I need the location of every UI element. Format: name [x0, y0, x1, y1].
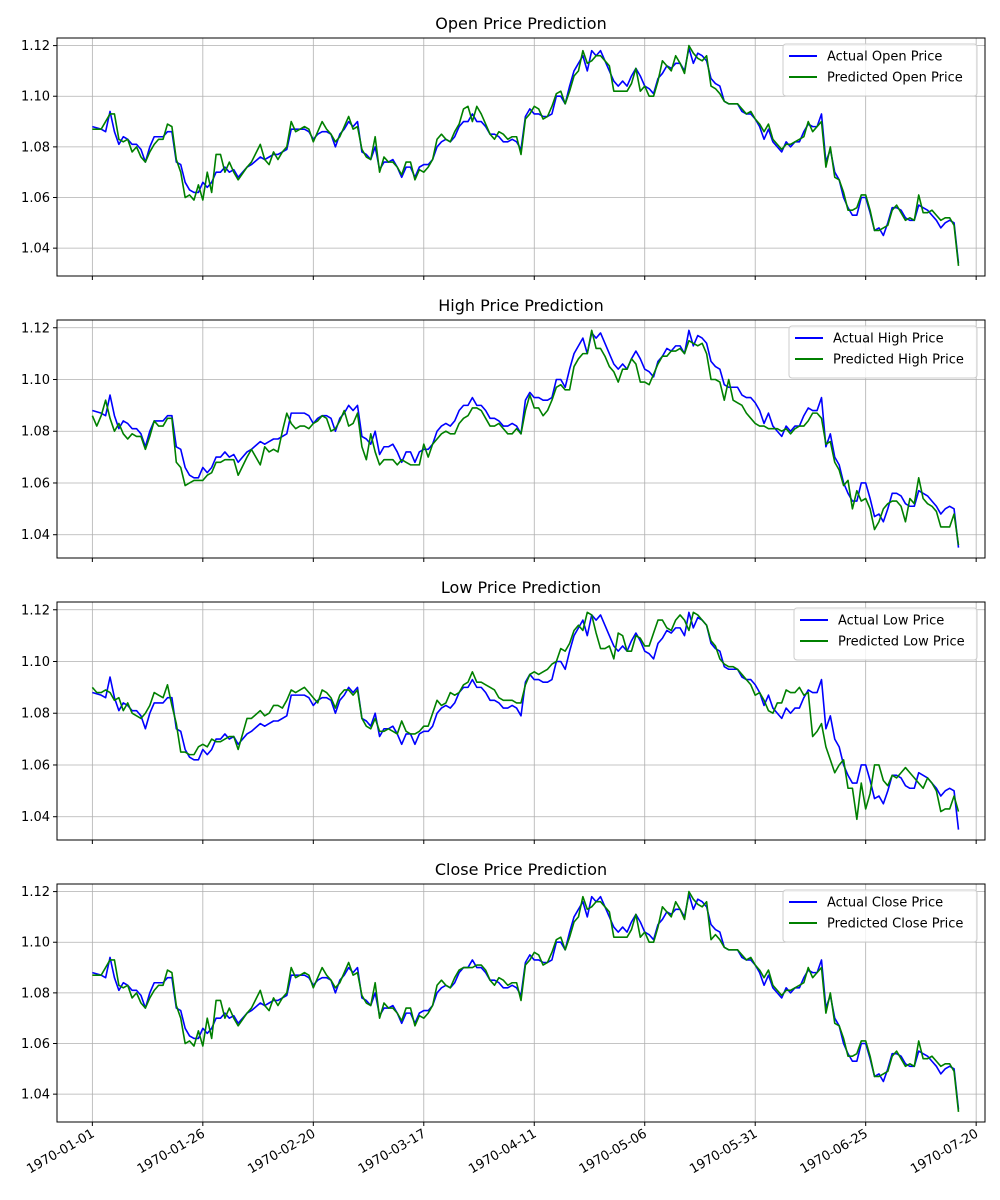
axes-frame [56, 601, 986, 841]
x-tick-label: 1970-03-17 [356, 1126, 429, 1177]
y-tick-label: 1.08 [21, 986, 50, 1001]
legend: Actual High Price Predicted High Price [788, 325, 978, 379]
y-tick-label: 1.04 [21, 242, 50, 257]
legend-actual-label: Actual Close Price [827, 896, 943, 911]
subplot-title: High Price Prediction [438, 296, 603, 315]
legend-frame [788, 325, 978, 379]
y-tick-label: 1.06 [21, 1037, 50, 1052]
legend-predicted-label: Predicted Low Price [838, 635, 965, 650]
subplot-title: Close Price Prediction [435, 860, 607, 879]
y-tick-label: 1.04 [21, 810, 50, 825]
subplot-1: Open Price Prediction 1.04 1.06 1.08 1.10 1.1… [21, 14, 986, 280]
legend-actual-label: Actual Open Price [827, 50, 942, 65]
y-tick-label: 1.08 [21, 707, 50, 722]
legend-frame [782, 43, 978, 97]
y-tick-label: 1.04 [21, 528, 50, 543]
legend-frame [782, 889, 978, 943]
y-tick-label: 1.12 [21, 603, 50, 618]
predicted-series-line [91, 611, 960, 821]
legend-actual-label: Actual Low Price [838, 614, 944, 629]
x-tick-label: 1970-05-31 [687, 1126, 760, 1177]
legend: Actual Close Price Predicted Close Price [782, 889, 978, 943]
x-tick-label: 1970-04-11 [466, 1126, 539, 1177]
y-tick-label: 1.06 [21, 476, 50, 491]
y-tick-label: 1.12 [21, 321, 50, 336]
y-tick-label: 1.10 [21, 655, 50, 670]
legend-predicted-label: Predicted Close Price [827, 917, 963, 932]
y-tick-label: 1.08 [21, 140, 50, 155]
x-tick-label: 1970-01-01 [24, 1126, 97, 1177]
actual-series-line [92, 329, 960, 548]
y-tick-label: 1.08 [21, 425, 50, 440]
subplot-2: High Price Prediction 1.04 1.06 1.08 1.10 1.1… [21, 296, 986, 562]
subplot-4: Close Price Prediction 1.04 1.06 1.08 1.10 1.… [21, 860, 986, 1177]
legend-predicted-label: Predicted Open Price [827, 71, 963, 86]
x-tick-label: 1970-06-25 [798, 1126, 871, 1177]
legend: Actual Low Price Predicted Low Price [793, 607, 978, 661]
legend-actual-label: Actual High Price [833, 332, 944, 347]
subplot-title: Low Price Prediction [441, 578, 601, 597]
x-tick-label: 1970-02-20 [245, 1126, 318, 1177]
subplot-title: Open Price Prediction [435, 14, 606, 33]
x-tick-label: 1970-01-26 [135, 1126, 208, 1177]
y-tick-label: 1.12 [21, 39, 50, 54]
y-tick-label: 1.10 [21, 90, 50, 105]
y-tick-label: 1.10 [21, 936, 50, 951]
x-tick-label: 1970-07-20 [908, 1126, 981, 1177]
legend-predicted-label: Predicted High Price [833, 353, 964, 368]
predicted-series-line [92, 44, 960, 266]
y-tick-label: 1.12 [21, 885, 50, 900]
legend-frame [793, 607, 978, 661]
axes-frame [56, 319, 986, 559]
y-tick-label: 1.10 [21, 373, 50, 388]
axes-frame [56, 37, 986, 277]
y-tick-label: 1.06 [21, 191, 50, 206]
predicted-series-line [91, 329, 960, 546]
y-tick-label: 1.04 [21, 1088, 50, 1103]
legend: Actual Open Price Predicted Open Price [782, 43, 978, 97]
predicted-series-line [92, 890, 960, 1112]
axes-frame [56, 883, 986, 1123]
x-tick-label: 1970-05-06 [577, 1126, 650, 1177]
y-tick-label: 1.06 [21, 758, 50, 773]
subplot-3: Low Price Prediction 1.04 1.06 1.08 1.10 1.12… [21, 578, 986, 844]
